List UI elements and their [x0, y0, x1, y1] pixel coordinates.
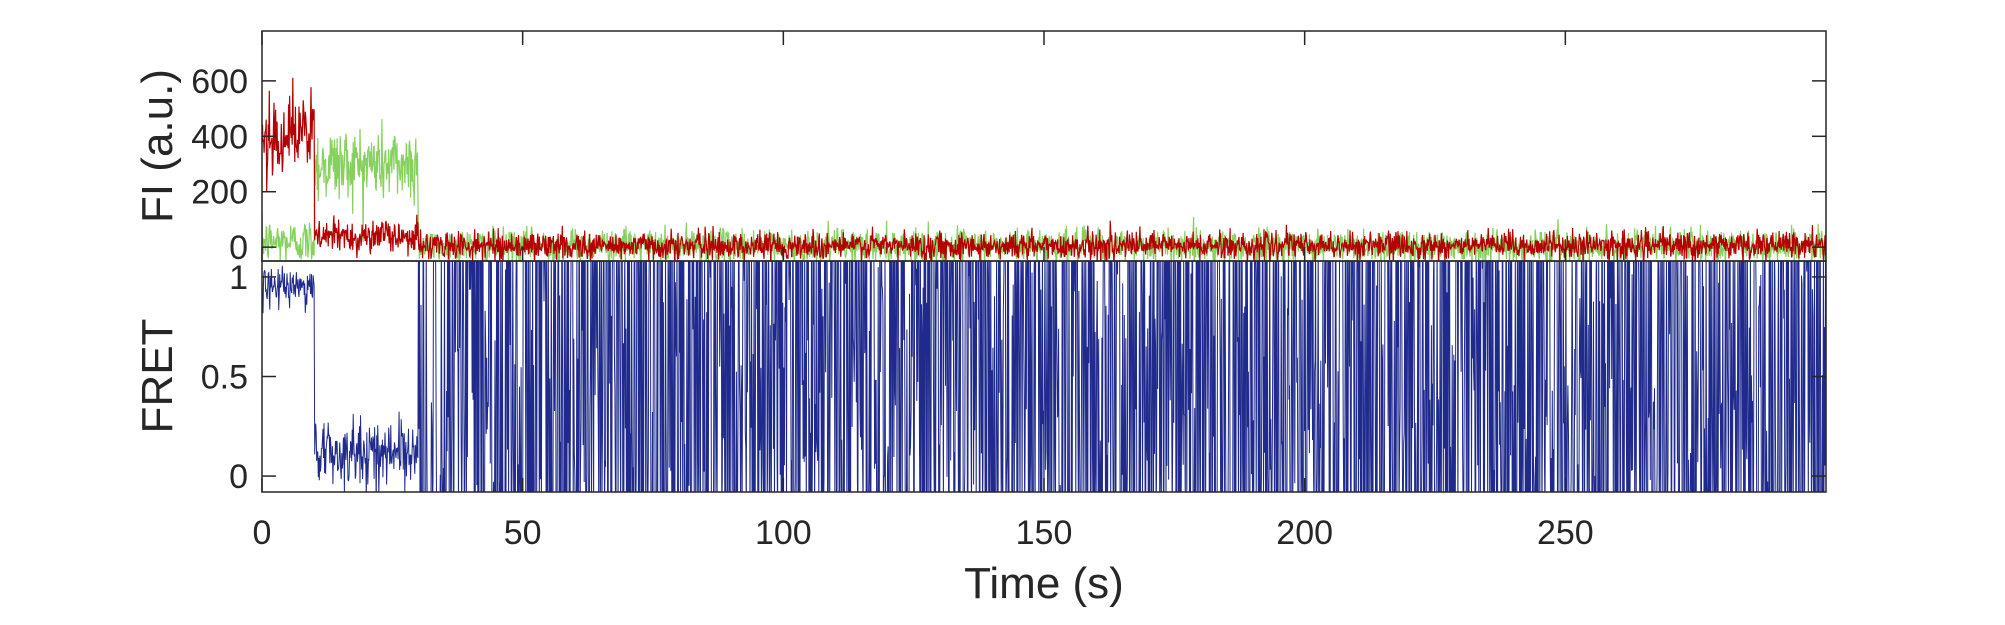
fluorescence-y-tick-label: 400 [191, 118, 248, 156]
fret-panel: 00.51 0 50 100 150 200 250 FRET Time (s) [133, 31, 1827, 608]
fret-plot-area [262, 261, 1826, 492]
time-x-tick-label: 150 [1016, 514, 1073, 552]
time-x-tick-label: 200 [1276, 514, 1333, 552]
fluorescence-y-tick-label: 600 [191, 63, 248, 101]
fluorescence-y-tick-label: 0 [229, 229, 248, 267]
fluorescence-y-tick-label: 200 [191, 174, 248, 212]
time-x-tick-label: 100 [755, 514, 812, 552]
fluorescence-y-axis-label: FI (a.u.) [133, 69, 182, 223]
time-x-ticks: 0 50 100 150 200 250 [253, 31, 1594, 552]
fret-y-tick-label: 0.5 [201, 359, 248, 397]
fret-trace-line [262, 261, 1826, 492]
fluorescence-axes-frame [261, 30, 1827, 262]
time-x-axis-label: Time (s) [964, 559, 1124, 608]
time-x-tick-label: 50 [504, 514, 542, 552]
time-x-tick-label: 250 [1537, 514, 1594, 552]
fluorescence-y-ticks: 0 200 400 600 [191, 63, 1826, 267]
fluorescence-panel: 0 200 400 600 FI (a.u.) [133, 30, 1827, 267]
fret-y-tick-label: 1 [229, 259, 248, 297]
fret-y-tick-label: 0 [229, 458, 248, 496]
fret-y-ticks: 00.51 [201, 259, 1826, 496]
time-x-tick-label: 0 [253, 514, 272, 552]
fret-y-axis-label: FRET [133, 319, 182, 434]
